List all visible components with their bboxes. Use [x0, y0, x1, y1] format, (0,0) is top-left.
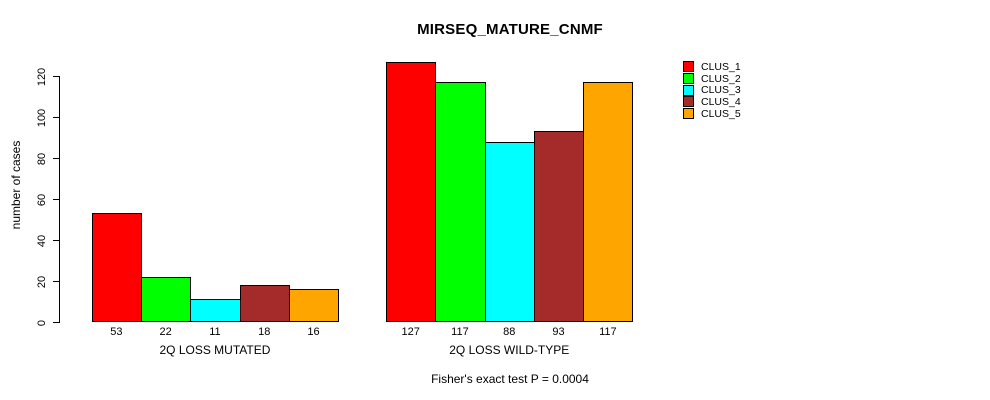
annotation-text: Fisher's exact test P = 0.0004 [431, 372, 589, 386]
y-tick-label: 80 [36, 152, 48, 165]
legend-item-clus_3: CLUS_3 [683, 84, 741, 96]
legend-label: CLUS_3 [701, 84, 741, 97]
y-tick-label: 120 [36, 67, 48, 86]
group-label: 2Q LOSS WILD-TYPE [449, 343, 570, 357]
bar-value-label: 117 [451, 326, 469, 338]
bar-value-label: 18 [258, 326, 271, 338]
bar-value-label: 53 [110, 326, 123, 338]
legend-label: CLUS_1 [701, 60, 741, 73]
bar-value-label: 127 [401, 326, 420, 338]
bar-clus_2-group2 [435, 82, 486, 322]
legend-swatch-clus_5 [683, 108, 694, 120]
y-axis [59, 76, 60, 323]
legend-swatch-clus_3 [683, 84, 694, 96]
y-tick [53, 322, 59, 323]
legend-item-clus_4: CLUS_4 [683, 96, 741, 108]
y-tick [53, 117, 59, 118]
y-tick-label: 60 [36, 193, 48, 206]
legend-swatch-clus_1 [683, 61, 694, 73]
legend-swatch-clus_2 [683, 73, 694, 85]
legend-item-clus_1: CLUS_1 [683, 61, 741, 73]
chart-title: MIRSEQ_MATURE_CNMF [417, 21, 603, 38]
bar-value-label: 117 [599, 326, 617, 338]
legend-label: CLUS_2 [701, 72, 741, 85]
legend-swatch-clus_4 [683, 96, 694, 108]
bar-clus_3-group1 [190, 299, 241, 322]
y-tick [53, 281, 59, 282]
bar-clus_5-group2 [583, 82, 634, 322]
bar-value-label: 22 [159, 326, 172, 338]
legend-item-clus_5: CLUS_5 [683, 108, 741, 120]
legend-label: CLUS_4 [701, 95, 741, 108]
bar-clus_5-group1 [288, 289, 340, 322]
y-tick-label: 20 [36, 275, 48, 288]
y-tick-label: 0 [36, 319, 48, 326]
bar-clus_3-group2 [484, 141, 535, 322]
legend-label: CLUS_5 [701, 107, 741, 120]
y-tick [53, 76, 59, 77]
group-label: 2Q LOSS MUTATED [159, 343, 271, 357]
bar-value-label: 11 [209, 326, 221, 338]
legend-item-clus_2: CLUS_2 [683, 73, 741, 85]
bar-clus_4-group1 [239, 285, 290, 322]
bar-clus_4-group2 [533, 131, 585, 322]
legend: CLUS_1 CLUS_2 CLUS_3 CLUS_4 CLUS_5 [683, 61, 741, 120]
y-tick [53, 158, 59, 159]
bar-value-label: 93 [552, 326, 565, 338]
bar-value-label: 16 [307, 326, 320, 338]
bar-clus_2-group1 [141, 276, 192, 322]
y-tick [53, 199, 59, 200]
bar-clus_1-group1 [91, 213, 142, 322]
bar-clus_1-group2 [386, 61, 437, 322]
y-tick-label: 100 [36, 108, 48, 127]
y-tick [53, 240, 59, 241]
bar-value-label: 88 [503, 326, 516, 338]
y-axis-label: number of cases [9, 140, 23, 230]
y-tick-label: 40 [36, 234, 48, 247]
